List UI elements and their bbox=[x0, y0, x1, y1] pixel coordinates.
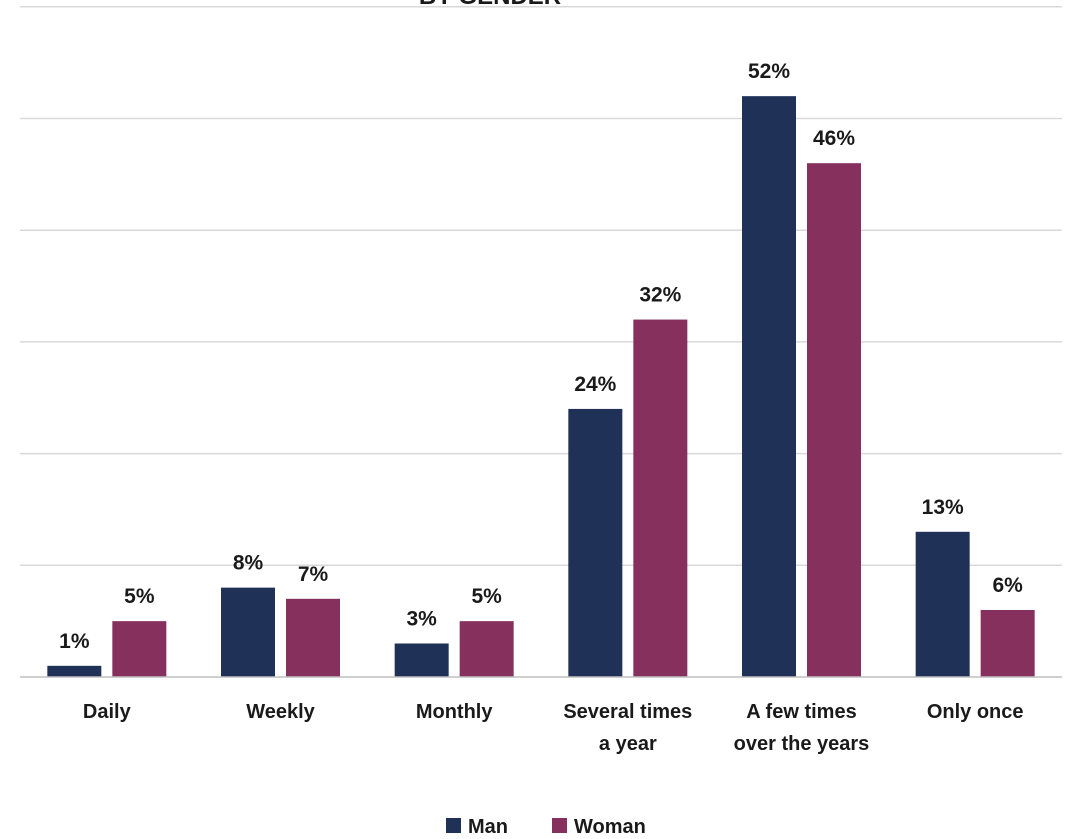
bar-man-3 bbox=[568, 408, 623, 677]
chart-title: BY GENDER bbox=[419, 0, 561, 10]
legend: Man Woman bbox=[446, 816, 646, 838]
bar-man-0 bbox=[47, 665, 102, 677]
category-labels: Daily Weekly Monthly Several times a year A f… bbox=[83, 701, 1024, 755]
bar-woman-1 bbox=[286, 598, 340, 677]
data-label-man-5: 13% bbox=[922, 496, 964, 519]
legend-swatch-man bbox=[446, 818, 461, 833]
category-label: A few times bbox=[746, 701, 856, 723]
data-label-woman-3: 32% bbox=[639, 284, 681, 307]
data-label-woman-0: 5% bbox=[124, 585, 155, 608]
category-label: Only once bbox=[927, 701, 1024, 723]
data-label-man-3: 24% bbox=[574, 373, 616, 396]
data-labels: 1% 5% 8% 7% 3% 5% 24% 32% 52% 46% 13% 6% bbox=[59, 60, 1023, 653]
bar-man-1 bbox=[221, 587, 275, 677]
data-label-woman-4: 46% bbox=[813, 127, 855, 150]
bar-woman-0 bbox=[112, 621, 167, 677]
data-label-woman-5: 6% bbox=[992, 574, 1023, 597]
bar-man-5 bbox=[915, 531, 970, 677]
legend-label-man: Man bbox=[468, 816, 508, 838]
category-label: Monthly bbox=[416, 701, 494, 723]
bars bbox=[47, 96, 1035, 677]
bar-woman-3 bbox=[633, 319, 688, 677]
data-label-man-0: 1% bbox=[59, 630, 90, 653]
data-label-man-1: 8% bbox=[233, 552, 264, 575]
gridlines bbox=[20, 6, 1062, 567]
category-label: over the years bbox=[734, 733, 870, 755]
bar-woman-4 bbox=[807, 163, 861, 677]
bar-woman-2 bbox=[459, 621, 514, 677]
data-label-woman-2: 5% bbox=[471, 585, 502, 608]
data-label-woman-1: 7% bbox=[298, 563, 329, 586]
bar-man-4 bbox=[742, 96, 796, 677]
category-label: Daily bbox=[83, 701, 132, 723]
legend-swatch-woman bbox=[552, 818, 567, 833]
category-label: Weekly bbox=[246, 701, 315, 723]
legend-label-woman: Woman bbox=[574, 816, 646, 838]
bar-woman-5 bbox=[980, 609, 1035, 677]
data-label-man-2: 3% bbox=[406, 607, 437, 630]
category-label: a year bbox=[599, 733, 657, 755]
category-label: Several times bbox=[563, 701, 692, 723]
bar-man-2 bbox=[394, 643, 449, 677]
data-label-man-4: 52% bbox=[748, 60, 790, 83]
